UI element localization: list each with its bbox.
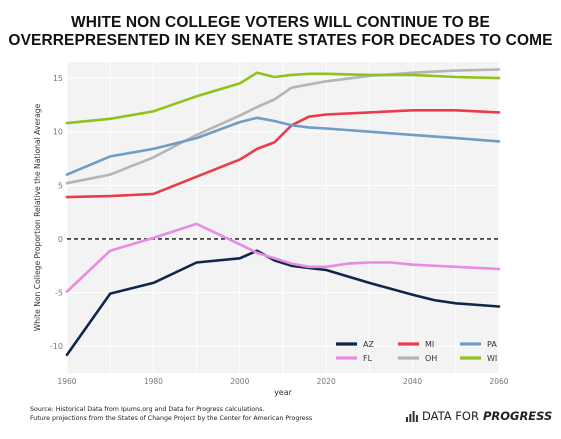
x-tick-label: 2000 [230,377,249,386]
legend-label-fl: FL [363,354,373,363]
y-tick-label: 5 [58,181,63,190]
y-tick-label: -5 [55,289,63,298]
brand-emphasis: PROGRESS [482,409,553,423]
source-note-line-1: Source: Historical Data from Ipums.org a… [30,406,265,413]
x-tick-label: 2020 [317,377,336,386]
brand-logo: DATA FOR PROGRESS [406,409,552,423]
brand-prefix: DATA FOR [422,409,479,423]
series-line-oh [65,68,501,185]
legend-label-wi: WI [487,354,497,363]
x-tick-label: 1980 [144,377,163,386]
series-line-wi [65,71,501,125]
x-tick-label: 1960 [57,377,76,386]
chart-title-line-1: WHITE NON COLLEGE VOTERS WILL CONTINUE T… [71,14,490,31]
series-line-pa [65,116,501,176]
legend-label-oh: OH [425,354,437,363]
bar-chart-icon [406,410,418,422]
source-note: Source: Historical Data from Ipums.org a… [30,405,312,423]
series-line-fl [65,222,501,293]
source-note-line-2: Future projections from the States of Ch… [30,415,313,422]
y-tick-label: 0 [58,235,63,244]
y-tick-label: 15 [53,74,63,83]
x-tick-label: 2060 [489,377,508,386]
y-axis-title: White Non College Proportion Relative th… [33,103,42,331]
series-line-mi [65,109,501,199]
y-tick-label: -10 [50,342,63,351]
legend-label-mi: MI [425,340,434,349]
legend-label-az: AZ [363,340,374,349]
chart-title: WHITE NON COLLEGE VOTERS WILL CONTINUE T… [0,14,561,50]
x-tick-label: 2040 [403,377,422,386]
legend-label-pa: PA [487,340,497,349]
y-tick-label: 10 [53,128,63,137]
series-line-az [65,249,501,357]
x-axis-title: year [274,388,293,397]
chart-title-line-2: OVERREPRESENTED IN KEY SENATE STATES FOR… [8,32,553,49]
